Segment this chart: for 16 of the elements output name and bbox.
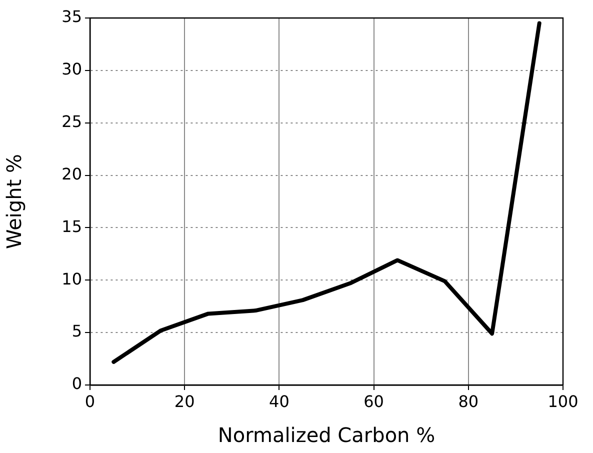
y-tick-label: 15 (62, 216, 82, 236)
x-tick-label: 100 (548, 392, 578, 411)
x-tick-label: 40 (269, 392, 290, 411)
y-tick-label: 25 (62, 112, 82, 132)
x-axis-title: Normalized Carbon % (218, 423, 436, 448)
x-tick-label: 0 (84, 392, 96, 411)
x-tick-label: 60 (364, 392, 384, 411)
y-tick-label: 20 (62, 164, 82, 184)
y-tick-label: 30 (62, 60, 82, 79)
y-tick-label: 5 (72, 322, 82, 341)
y-tick-label: 0 (72, 374, 82, 394)
x-tick-label: 80 (458, 392, 479, 411)
y-tick-label: 10 (62, 269, 82, 288)
y-axis-title: Weight % (2, 154, 26, 250)
y-tick-label: 35 (62, 7, 82, 26)
x-tick-label: 20 (174, 392, 195, 411)
